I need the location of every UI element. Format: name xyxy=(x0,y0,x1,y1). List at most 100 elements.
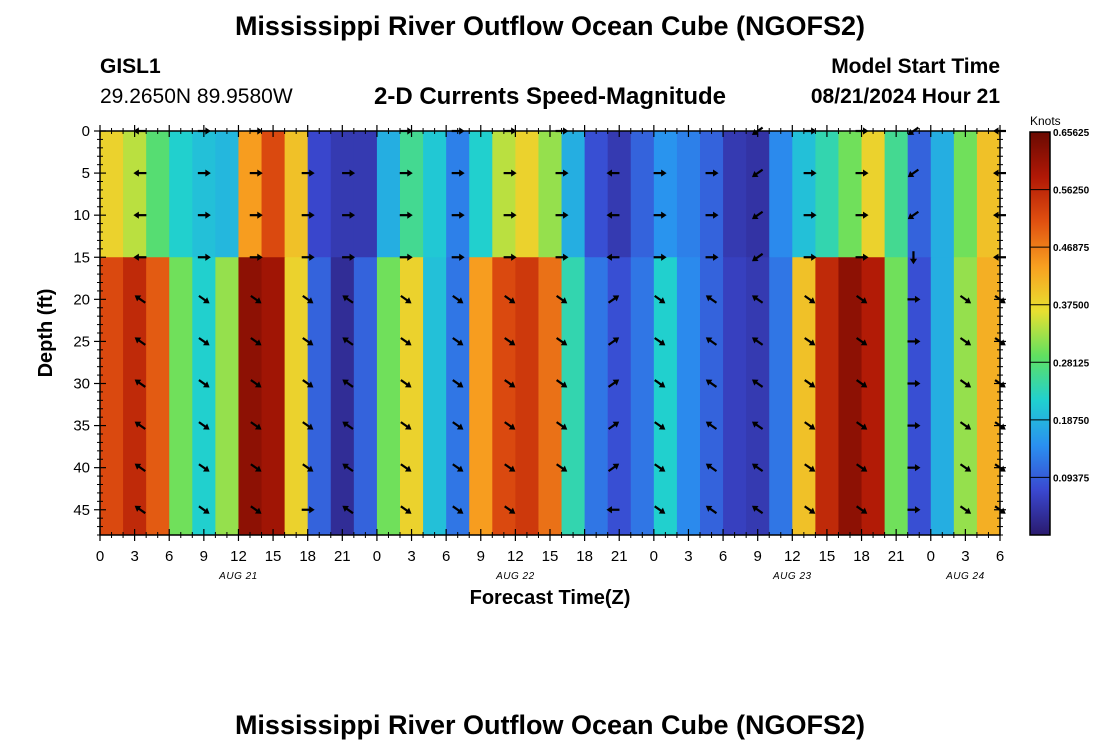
current-vector xyxy=(400,379,412,388)
heatmap-cell xyxy=(561,131,586,258)
current-vector xyxy=(197,253,211,261)
colorbar-tick-label: 0.65625 xyxy=(1053,128,1090,139)
x-tick-label: 21 xyxy=(611,548,628,565)
x-tick-label: 6 xyxy=(719,548,727,565)
current-vector xyxy=(855,294,868,304)
current-vector xyxy=(751,210,764,220)
current-vector xyxy=(198,505,210,514)
current-vector xyxy=(399,253,413,261)
y-tick-label: 10 xyxy=(73,207,90,224)
colorbar-label: Knots xyxy=(1030,114,1061,128)
current-vector xyxy=(855,337,868,346)
current-vector xyxy=(751,463,764,473)
heatmap-cell xyxy=(123,257,147,535)
current-vector xyxy=(855,379,868,388)
x-tick-label: 6 xyxy=(996,548,1004,565)
heatmap-cell xyxy=(676,257,701,535)
heatmap-cell xyxy=(861,131,886,258)
current-vector xyxy=(607,337,620,346)
x-tick-label: 3 xyxy=(684,548,692,565)
current-vector xyxy=(342,505,354,515)
heatmap-cell xyxy=(538,257,563,535)
current-vector xyxy=(555,337,568,346)
heatmap-cell xyxy=(676,131,701,258)
heatmap-cell xyxy=(330,257,355,535)
heatmap-cell xyxy=(307,257,332,535)
heatmap-cell xyxy=(238,257,263,535)
x-tick-label: 0 xyxy=(373,548,381,565)
current-vector xyxy=(452,337,464,346)
current-vector xyxy=(653,211,667,219)
current-vector xyxy=(134,463,146,473)
current-vector xyxy=(803,169,817,177)
current-vector xyxy=(855,169,869,177)
current-vector xyxy=(959,505,972,514)
heatmap-cell xyxy=(238,131,263,258)
heatmap-cell xyxy=(630,131,655,258)
current-vector xyxy=(607,421,620,430)
current-vector xyxy=(555,421,568,430)
x-tick-label: 18 xyxy=(299,548,316,565)
current-vector xyxy=(133,211,147,219)
y-tick-label: 5 xyxy=(82,165,90,182)
current-vector xyxy=(555,294,568,304)
heatmap-cell xyxy=(376,131,401,258)
current-vector xyxy=(503,253,517,261)
heatmap-cell xyxy=(630,257,655,535)
heatmap-cell xyxy=(469,257,493,535)
heatmap-cell xyxy=(261,131,286,258)
x-axis: 0 3 6 9 12 15 18 21 0 3 6 9 12 15 18 21 0 3 6 9 12 15 18 21 0 3 6A… xyxy=(96,125,1004,582)
heatmap-cell xyxy=(607,131,632,258)
current-vector xyxy=(855,505,868,514)
model-start-label: Model Start Time xyxy=(831,55,1000,78)
current-vector xyxy=(197,211,211,219)
current-vector xyxy=(301,211,315,219)
heatmap-cell xyxy=(330,131,355,258)
x-tick-label: 18 xyxy=(853,548,870,565)
current-vector xyxy=(959,463,972,472)
current-vector xyxy=(907,168,920,178)
heatmap-cell xyxy=(930,257,955,535)
date-label: AUG 21 xyxy=(218,571,258,582)
current-vector xyxy=(751,505,764,515)
current-vector xyxy=(198,379,210,388)
current-vector xyxy=(705,253,719,261)
y-tick-label: 25 xyxy=(73,333,90,350)
current-vector xyxy=(804,463,816,472)
heatmap-cell xyxy=(769,257,793,535)
footer-title: Mississippi River Outflow Ocean Cube (NG… xyxy=(234,710,866,740)
current-vector xyxy=(250,379,262,388)
current-vector xyxy=(751,252,764,262)
current-vector xyxy=(342,463,354,473)
x-tick-label: 18 xyxy=(576,548,593,565)
y-tick-label: 30 xyxy=(73,376,90,393)
current-vector xyxy=(451,211,465,219)
current-vector xyxy=(909,251,918,265)
current-vector xyxy=(705,337,718,346)
heatmap-cell xyxy=(400,131,424,258)
current-vector xyxy=(133,169,147,177)
heatmap-cell xyxy=(538,131,563,258)
current-vector xyxy=(751,421,764,430)
heatmap-cell xyxy=(469,131,493,258)
heatmap-cell xyxy=(746,131,770,258)
current-vector xyxy=(555,463,568,472)
current-vector xyxy=(907,379,921,388)
heatmap-cell xyxy=(446,131,470,258)
heatmap-cells xyxy=(100,131,1000,535)
current-vector xyxy=(198,463,210,472)
heatmap-cell xyxy=(653,257,678,535)
current-vector xyxy=(855,211,869,219)
heatmap-cell xyxy=(723,131,747,258)
current-vector xyxy=(504,379,516,388)
current-vector xyxy=(452,463,464,472)
current-vector xyxy=(654,505,666,514)
current-vector xyxy=(302,379,314,388)
current-vector xyxy=(804,337,816,346)
current-vector xyxy=(907,421,921,430)
heatmap-cell xyxy=(169,131,193,258)
current-vector xyxy=(503,211,517,219)
current-vector xyxy=(134,421,146,430)
chart-title: Mississippi River Outflow Ocean Cube (NG… xyxy=(234,11,866,41)
current-vector xyxy=(653,253,667,261)
